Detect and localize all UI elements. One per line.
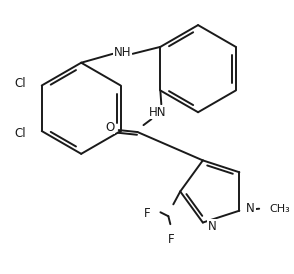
Text: NH: NH [114, 46, 131, 59]
Text: N: N [208, 220, 216, 233]
Text: CH₃: CH₃ [269, 204, 290, 214]
Text: N: N [246, 202, 255, 215]
Text: Cl: Cl [14, 127, 26, 139]
Text: F: F [144, 207, 151, 220]
Text: HN: HN [148, 106, 166, 119]
Text: O: O [105, 121, 114, 134]
Text: F: F [168, 233, 175, 246]
Text: Cl: Cl [14, 77, 26, 90]
